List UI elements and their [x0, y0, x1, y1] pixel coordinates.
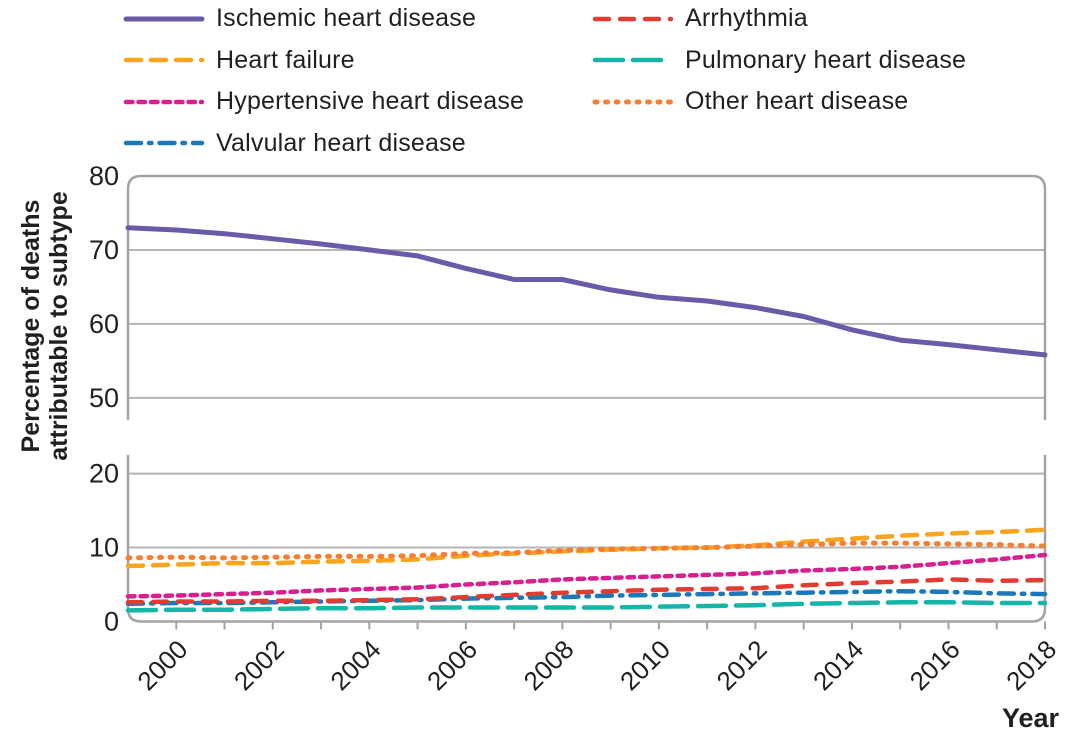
svg-text:60: 60 — [89, 309, 119, 339]
series-line-other-heart-disease — [125, 540, 1048, 561]
svg-text:2004: 2004 — [324, 634, 386, 696]
series-line-pulmonary-heart-disease — [125, 600, 1048, 613]
legend-marker-valvular-line-icon — [123, 141, 205, 146]
y-axis-title-line-1: Percentage of deaths — [17, 199, 45, 453]
svg-text:2002: 2002 — [228, 634, 290, 696]
legend-label: Heart failure — [216, 45, 355, 74]
legend-label: Valvular heart disease — [216, 128, 466, 157]
legend-label: Arrhythmia — [685, 4, 808, 33]
series-line-ischemic-heart-disease — [125, 225, 1048, 358]
svg-text:2006: 2006 — [421, 634, 483, 696]
legend-marker-arrhythmia-line-icon — [592, 16, 674, 21]
series-line-heart-failure — [125, 527, 1048, 569]
svg-text:2012: 2012 — [711, 634, 773, 696]
svg-text:50: 50 — [89, 383, 119, 413]
legend-marker-hypertensive-line-icon — [123, 99, 205, 104]
legend-item-valvular-heart-disease: Valvular heart disease — [123, 123, 524, 165]
svg-text:2018: 2018 — [1000, 634, 1062, 696]
legend-column-2: Arrhythmia Pulmonary heart disease Other… — [592, 0, 966, 123]
svg-text:20: 20 — [89, 459, 119, 489]
legend-item-hypertensive-heart-disease: Hypertensive heart disease — [123, 81, 524, 123]
series-lines — [125, 225, 1048, 613]
legend-item-ischemic-heart-disease: Ischemic heart disease — [123, 0, 524, 40]
svg-text:10: 10 — [89, 533, 119, 563]
legend-item-heart-failure: Heart failure — [123, 40, 524, 82]
legend-label: Pulmonary heart disease — [685, 45, 967, 74]
series-line-arrhythmia — [125, 577, 1048, 605]
y-tick-labels: 80 70 60 50 20 10 0 — [89, 161, 119, 637]
svg-text:70: 70 — [89, 235, 119, 265]
gridlines — [128, 248, 1045, 549]
legend-label: Ischemic heart disease — [216, 4, 477, 33]
axis-frame — [126, 174, 1047, 623]
svg-text:2010: 2010 — [614, 634, 676, 696]
legend-marker-ischemic-line-icon — [123, 16, 205, 22]
legend-marker-heart-failure-line-icon — [123, 58, 205, 63]
legend-label: Hypertensive heart disease — [216, 87, 525, 116]
series-line-hypertensive-heart-disease — [125, 552, 1048, 599]
legend-label: Other heart disease — [685, 87, 909, 116]
legend-item-pulmonary-heart-disease: Pulmonary heart disease — [592, 40, 966, 82]
svg-text:2000: 2000 — [131, 634, 193, 696]
y-axis-title-line-2: attributable to subtype — [45, 191, 73, 461]
x-tick-labels: 2000 2002 2004 2006 2008 2010 2012 2014 2016 2018 — [131, 634, 1062, 696]
svg-text:2014: 2014 — [807, 634, 869, 696]
x-axis-title: Year — [1001, 703, 1059, 733]
svg-text:0: 0 — [104, 607, 119, 637]
svg-text:2008: 2008 — [517, 634, 579, 696]
y-axis-title: Percentage of deaths attributable to sub… — [17, 166, 75, 486]
svg-text:80: 80 — [89, 161, 119, 191]
legend-marker-pulmonary-line-icon — [592, 58, 674, 63]
legend-marker-other-line-icon — [592, 99, 674, 105]
svg-text:2016: 2016 — [904, 634, 966, 696]
series-line-valvular-heart-disease — [125, 588, 1048, 607]
legend-item-other-heart-disease: Other heart disease — [592, 81, 966, 123]
x-tick-marks — [175, 621, 1046, 630]
legend-column-1: Ischemic heart disease Heart failure Hyp… — [123, 0, 524, 164]
legend-item-arrhythmia: Arrhythmia — [592, 0, 966, 40]
